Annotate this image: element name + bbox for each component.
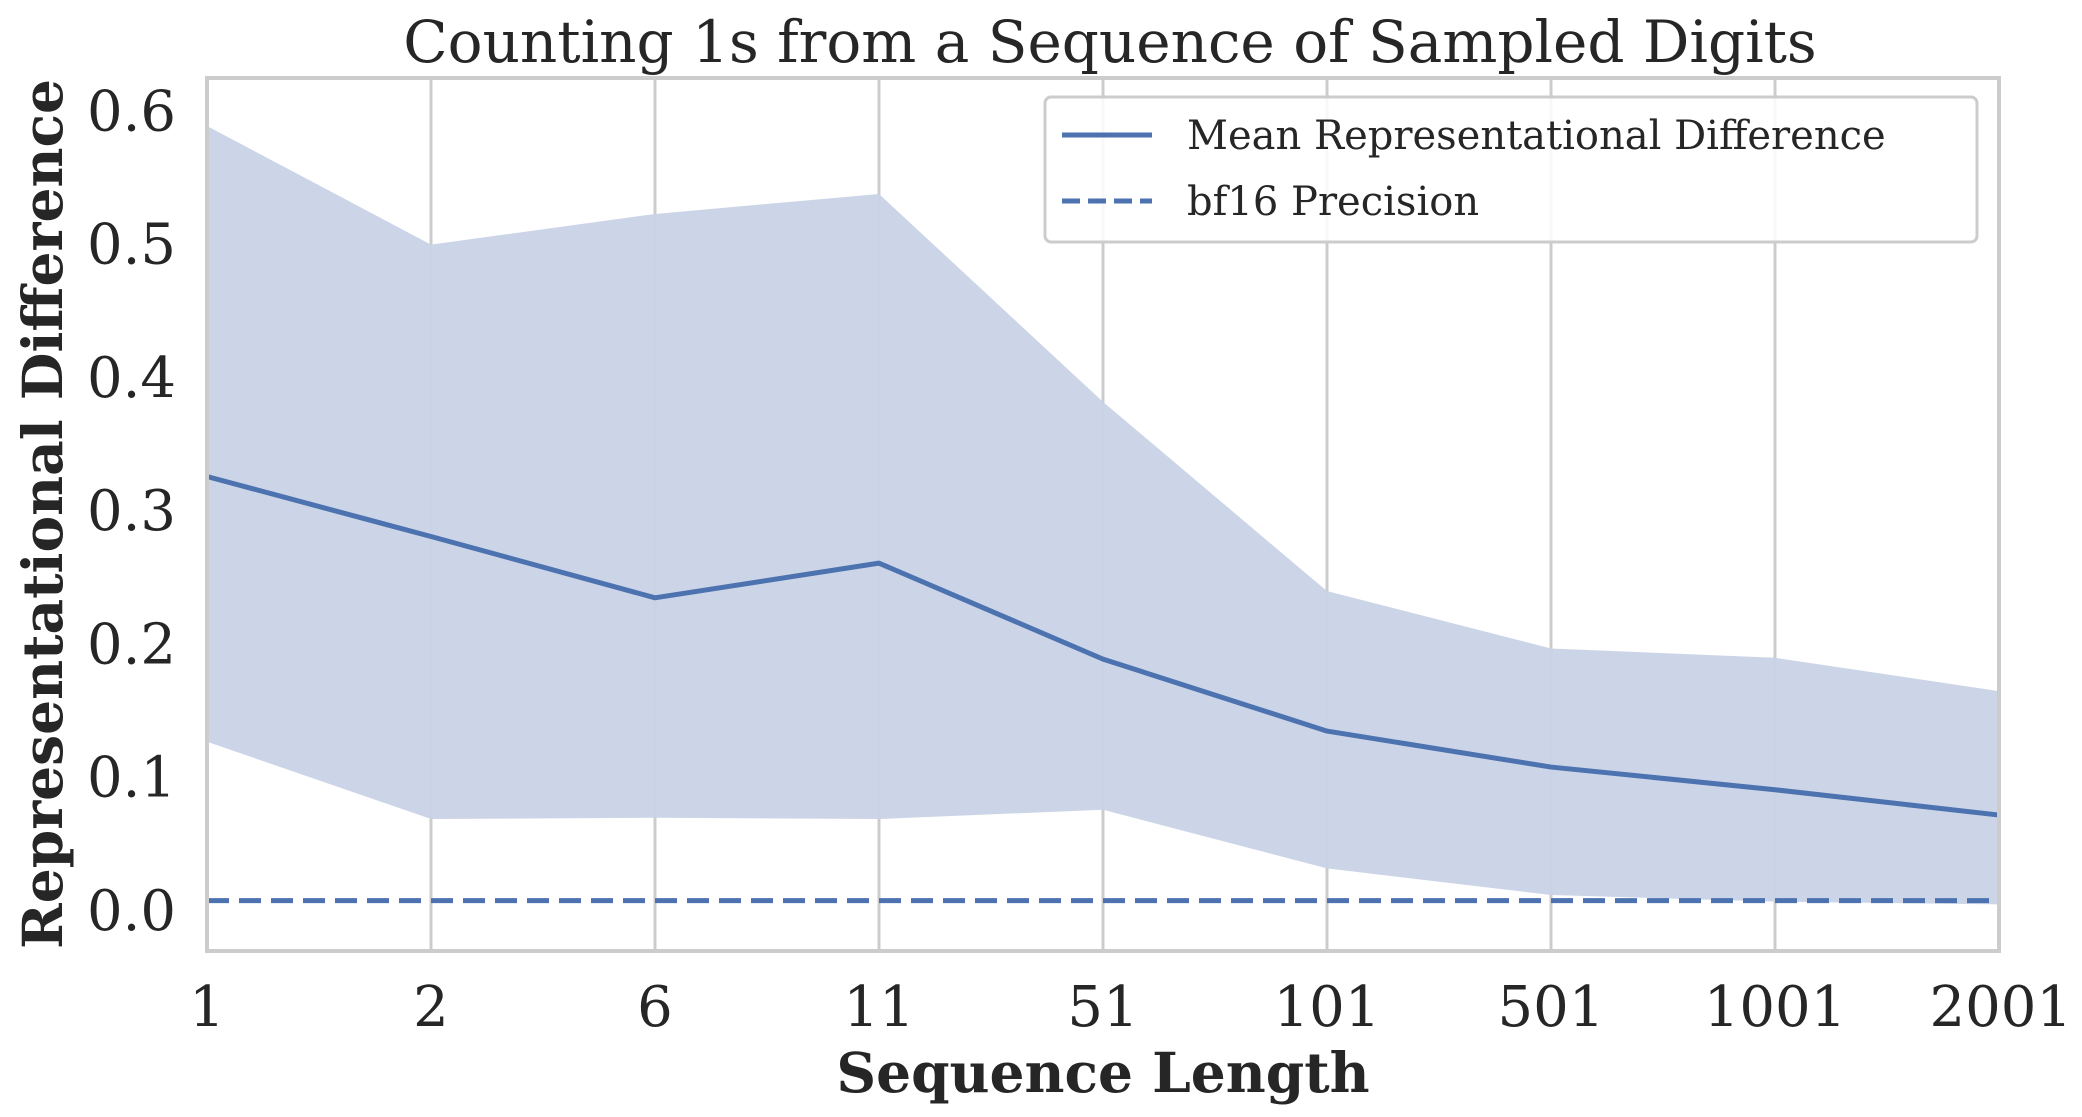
legend-label-bf16: bf16 Precision [1187, 179, 1479, 225]
plot-frame [205, 76, 2001, 953]
x-tick-2001: 2001 [1929, 975, 2072, 1040]
y-tick-0.4: 0.4 [87, 346, 176, 411]
y-axis-label: Representational Difference [10, 79, 75, 949]
y-tick-0.3: 0.3 [87, 479, 176, 544]
x-tick-101: 101 [1274, 975, 1381, 1040]
y-tick-0.1: 0.1 [87, 746, 176, 811]
x-tick-501: 501 [1498, 975, 1605, 1040]
x-tick-2: 2 [413, 975, 449, 1040]
y-tick-0.5: 0.5 [87, 213, 176, 278]
x-tick-11: 11 [843, 975, 914, 1040]
x-tick-1: 1 [189, 975, 225, 1040]
y-tick-0.0: 0.0 [87, 879, 176, 944]
x-tick-labels: 1 2 6 11 51 101 501 1001 2001 [189, 975, 2072, 1040]
x-tick-51: 51 [1067, 975, 1138, 1040]
y-tick-0.6: 0.6 [87, 79, 176, 144]
chart-title: Counting 1s from a Sequence of Sampled D… [403, 8, 1816, 76]
legend-label-mean: Mean Representational Difference [1187, 113, 1886, 159]
x-axis-label: Sequence Length [836, 1040, 1369, 1105]
confidence-band-group [207, 125, 1999, 905]
series-lines-group [206, 474, 2000, 904]
confidence-band [207, 125, 1999, 905]
x-tick-1001: 1001 [1704, 975, 1847, 1040]
y-tick-0.2: 0.2 [87, 612, 176, 677]
legend: Mean Representational Difference bf16 Pr… [1043, 95, 1979, 244]
y-tick-labels: 0.0 0.1 0.2 0.3 0.4 0.5 0.6 [87, 79, 176, 944]
mean-difference-line [206, 474, 2000, 818]
legend-box [1043, 95, 1979, 244]
x-tick-6: 6 [637, 975, 673, 1040]
